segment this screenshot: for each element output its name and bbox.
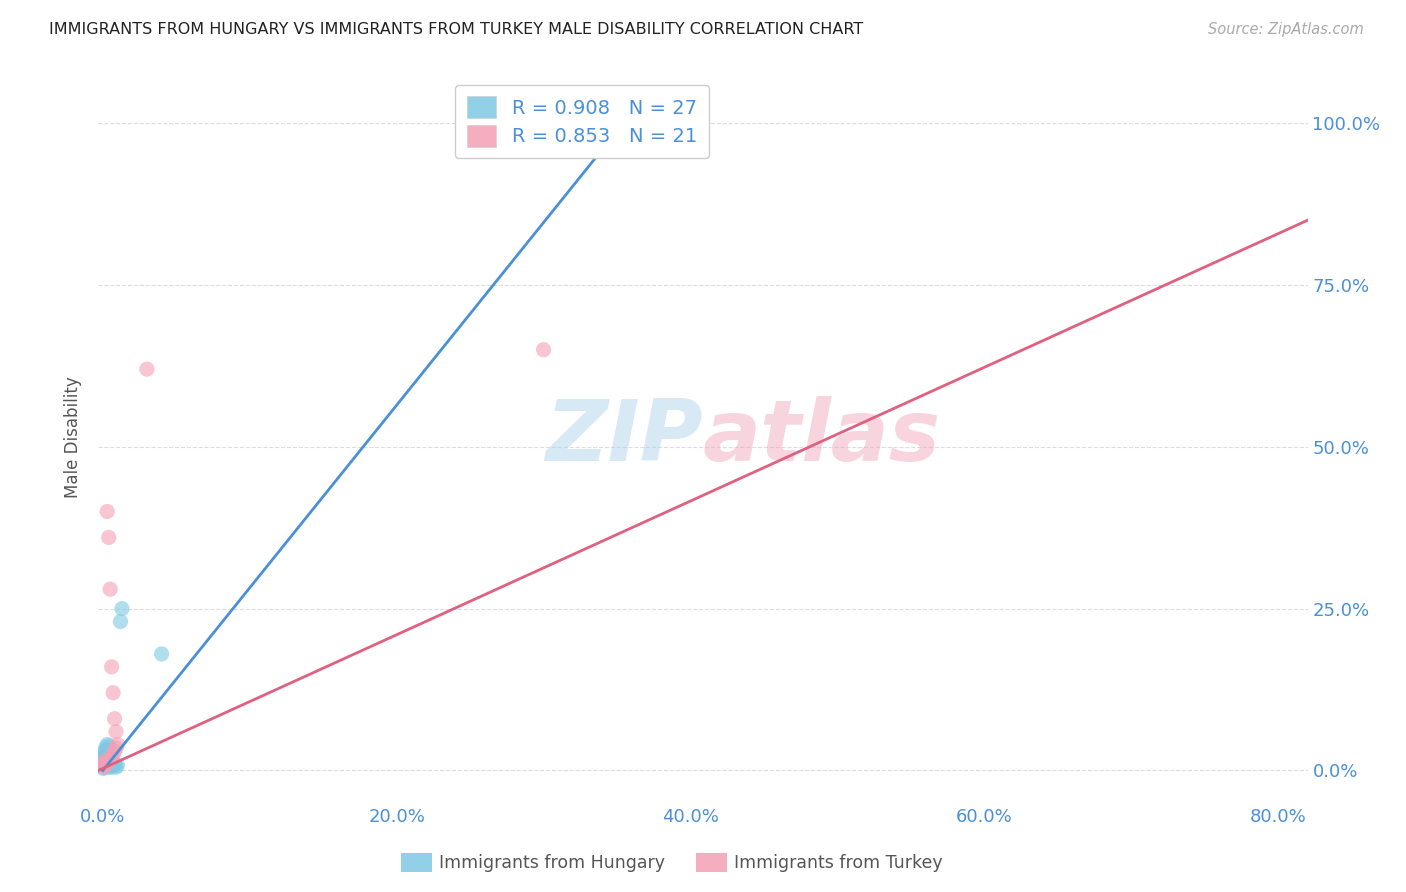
Point: [96, 745, 118, 759]
Point: [93, 752, 115, 766]
Point: [135, 362, 157, 376]
Point: [97, 739, 120, 753]
Point: [94, 754, 117, 768]
Text: IMMIGRANTS FROM HUNGARY VS IMMIGRANTS FROM TURKEY MALE DISABILITY CORRELATION CH: IMMIGRANTS FROM HUNGARY VS IMMIGRANTS FR…: [49, 22, 863, 37]
Point: [97, 530, 120, 544]
Point: [107, 738, 129, 752]
Point: [105, 760, 128, 774]
Point: [94, 756, 117, 770]
Text: ZIP: ZIP: [546, 395, 703, 479]
Text: Immigrants from Hungary: Immigrants from Hungary: [439, 854, 665, 871]
Text: Source: ZipAtlas.com: Source: ZipAtlas.com: [1208, 22, 1364, 37]
Point: [93, 760, 115, 774]
Y-axis label: Male Disability: Male Disability: [65, 376, 83, 498]
Point: [150, 647, 173, 661]
Point: [110, 615, 132, 629]
Point: [533, 343, 555, 357]
Point: [94, 754, 117, 768]
Point: [100, 756, 122, 771]
Text: Immigrants from Turkey: Immigrants from Turkey: [734, 854, 942, 871]
Point: [94, 756, 117, 770]
Point: [93, 758, 115, 772]
Text: atlas: atlas: [703, 395, 941, 479]
Point: [100, 750, 122, 764]
Point: [93, 760, 115, 774]
Point: [94, 740, 117, 755]
Point: [98, 758, 121, 772]
Point: [103, 712, 125, 726]
Point: [105, 724, 128, 739]
Point: [93, 756, 115, 771]
Point: [96, 504, 118, 518]
Point: [105, 740, 128, 755]
Point: [97, 754, 120, 768]
Point: [93, 750, 115, 764]
Point: [111, 601, 134, 615]
Point: [97, 760, 120, 774]
Point: [101, 686, 124, 700]
Point: [96, 742, 118, 756]
Point: [98, 752, 121, 766]
Point: [91, 762, 114, 776]
Point: [100, 760, 122, 774]
Point: [100, 660, 122, 674]
Point: [94, 749, 117, 764]
Point: [94, 744, 117, 758]
Point: [96, 756, 118, 771]
Point: [96, 738, 118, 752]
Point: [103, 756, 125, 771]
Point: [101, 747, 124, 762]
Legend: R = 0.908   N = 27, R = 0.853   N = 21: R = 0.908 N = 27, R = 0.853 N = 21: [456, 85, 709, 158]
Point: [101, 758, 124, 772]
Point: [107, 758, 129, 772]
Point: [103, 744, 125, 758]
Point: [93, 758, 115, 772]
Point: [93, 747, 115, 762]
Point: [98, 582, 121, 597]
